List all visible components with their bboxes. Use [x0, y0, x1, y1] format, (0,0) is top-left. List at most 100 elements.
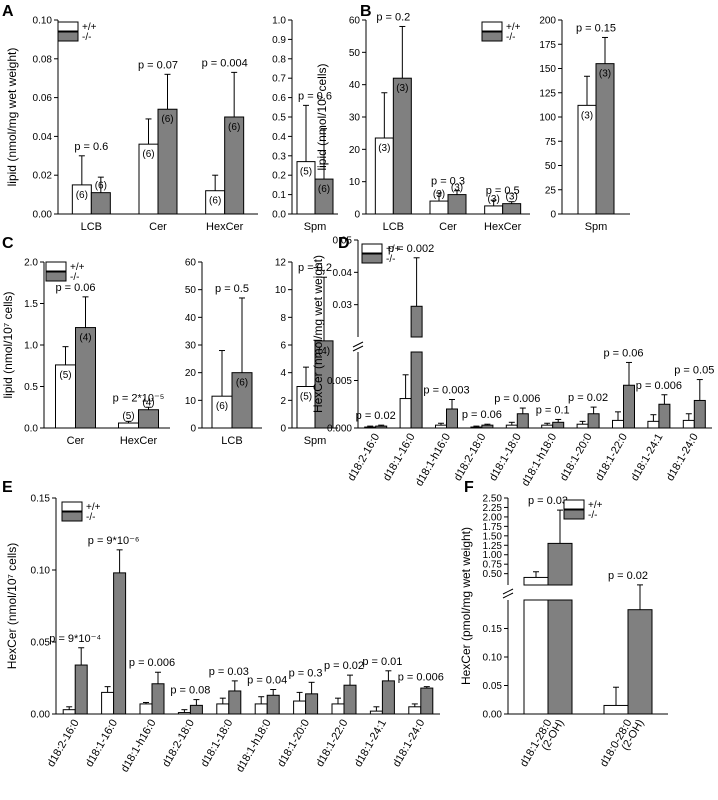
- bar-ko: [375, 425, 388, 429]
- category-label: Spm: [304, 221, 327, 233]
- y-tick-label: 0.0: [272, 210, 286, 221]
- bar-group: (5) (4) p = 0.06 Cer: [55, 282, 96, 447]
- category-label: d18:1-18:0: [487, 432, 524, 484]
- bar-group: (3) (3) p = 0.2 LCB: [374, 11, 412, 233]
- bar-wt: [408, 706, 422, 715]
- y-tick-label: 40: [185, 313, 197, 324]
- bar-wt: [254, 703, 268, 715]
- y-tick-label: 2.50: [483, 494, 503, 505]
- legend-swatch-wt: [481, 21, 503, 32]
- p-value-label: p = 0.004: [202, 57, 248, 69]
- legend-swatch-wt: [57, 21, 79, 32]
- p-value-label: p = 0.006: [636, 380, 682, 392]
- y-tick-label: 1.00: [483, 550, 503, 561]
- chart-e: 0.00 0.05 0.10 0.15 HexCer (nmol/10⁷ cells) p…: [5, 494, 444, 775]
- category-label: d18:2-16:0: [346, 432, 383, 484]
- y-tick-label: 40: [349, 80, 361, 91]
- legend-label-ko: -/-: [86, 512, 95, 523]
- y-tick-label: 0.00: [483, 710, 503, 721]
- n-label: (5): [300, 392, 312, 403]
- p-value-label: p = 0.003: [423, 385, 469, 397]
- category-label: d18:1-h18:0: [520, 432, 560, 489]
- bar-ko: [481, 424, 494, 429]
- y-tick-label: 0.9: [272, 35, 286, 46]
- category-label: d18:1-h16:0: [119, 718, 159, 775]
- category-label: d18:2-18:0: [160, 718, 197, 770]
- p-value-label: p = 0.5: [215, 283, 249, 295]
- y-tick-label: 0.06: [33, 93, 53, 104]
- y-tick-label: 75: [545, 137, 557, 148]
- chart-d: 0.000 0.005 0.03 0.04 0.05 HexCer (nmol/mg we…: [311, 236, 714, 489]
- panel-letter-a: A: [2, 3, 14, 20]
- panel-letter-e: E: [2, 479, 13, 496]
- n-label: (3): [599, 69, 611, 80]
- p-value-label: p = 0.002: [388, 243, 434, 255]
- y-tick-label: 1.50: [483, 531, 503, 542]
- bar-wt: [470, 426, 483, 429]
- category-label: d18:1-16:0: [84, 718, 121, 770]
- panel-letters: A B C D E F: [2, 3, 474, 496]
- y-tick-label: 125: [539, 88, 556, 99]
- y-tick-label: 12: [275, 258, 287, 269]
- bar-ko-upper: [547, 542, 573, 586]
- n-label: (6): [142, 149, 154, 160]
- bar-group: p = 0.002 d18:1-16:0: [381, 243, 434, 483]
- legend-swatch-ko: [57, 31, 79, 42]
- category-label: d18:1-h16:0: [413, 432, 453, 489]
- bar-ko: [343, 684, 357, 715]
- n-label: (6): [161, 114, 173, 125]
- n-label: (3): [378, 143, 390, 154]
- bar-group: (5) (4)p = 2*10⁻⁵ HexCer: [113, 392, 165, 447]
- y-tick-label: 0.0: [24, 424, 38, 435]
- y-tick-label: 10: [185, 396, 197, 407]
- y-tick-label: 1.0: [24, 341, 38, 352]
- y-tick-label: 0.03: [333, 300, 353, 311]
- bar-ko: [392, 77, 412, 215]
- y-tick-label: 0.10: [33, 16, 53, 27]
- n-label: (6): [236, 378, 248, 389]
- p-value-label: p = 9*10⁻⁶: [88, 535, 140, 547]
- p-value-label: p = 0.5: [486, 185, 520, 197]
- y-tick-label: 1.0: [272, 16, 286, 27]
- legend: +/+-/-: [57, 21, 97, 43]
- bar-wt: [101, 691, 115, 715]
- bar-wt: [603, 704, 629, 715]
- category-label: d18:1-24:1: [629, 432, 666, 484]
- bar-ko: [138, 409, 159, 429]
- panel-letter-f: F: [464, 479, 474, 496]
- category-label: d18:2-18:0: [452, 432, 489, 484]
- bar-group: (6) (6) p = 0.004 HexCer: [202, 57, 248, 233]
- bar-ko: [151, 683, 165, 715]
- p-value-label: p = 0.02: [568, 392, 608, 404]
- panel-letter-c: C: [2, 235, 14, 252]
- y-tick-label: 0.05: [31, 638, 51, 649]
- category-label: d18:1-16:0: [381, 432, 418, 484]
- y-tick-label: 0.50: [483, 569, 503, 580]
- bar-ko: [446, 408, 458, 429]
- bar-wt: [293, 700, 307, 715]
- bar-wt: [216, 703, 230, 715]
- p-value-label: p = 0.2: [298, 262, 332, 274]
- p-value-label: p = 0.05: [674, 365, 714, 377]
- bar-ko: [381, 680, 395, 715]
- y-tick-label: 0.005: [327, 376, 352, 387]
- legend: +/+-/-: [45, 261, 85, 283]
- legend: +/+-/-: [481, 21, 521, 43]
- y-tick-label: 0.4: [272, 132, 286, 143]
- category-label: Cer: [67, 435, 85, 447]
- category-label: d18:1-20:0: [558, 432, 595, 484]
- y-axis-label: HexCer (pmol/mg wet weight): [459, 527, 473, 685]
- legend-swatch-wt: [45, 261, 67, 272]
- y-tick-label: 30: [349, 113, 361, 124]
- bar-ko: [90, 192, 111, 215]
- n-label: (3): [433, 189, 445, 200]
- chart-c1: 0.0 0.5 1.0 1.5 2.0 lipid (nmol/10⁷ cells) (5)…: [1, 258, 170, 447]
- category-label: LCB: [221, 435, 242, 447]
- bar-ko-upper: [410, 305, 423, 338]
- y-tick-label: 0.15: [483, 624, 503, 635]
- n-label: (3): [396, 83, 408, 94]
- p-value-label: p = 0.006: [398, 672, 444, 684]
- legend-swatch-ko: [361, 253, 383, 264]
